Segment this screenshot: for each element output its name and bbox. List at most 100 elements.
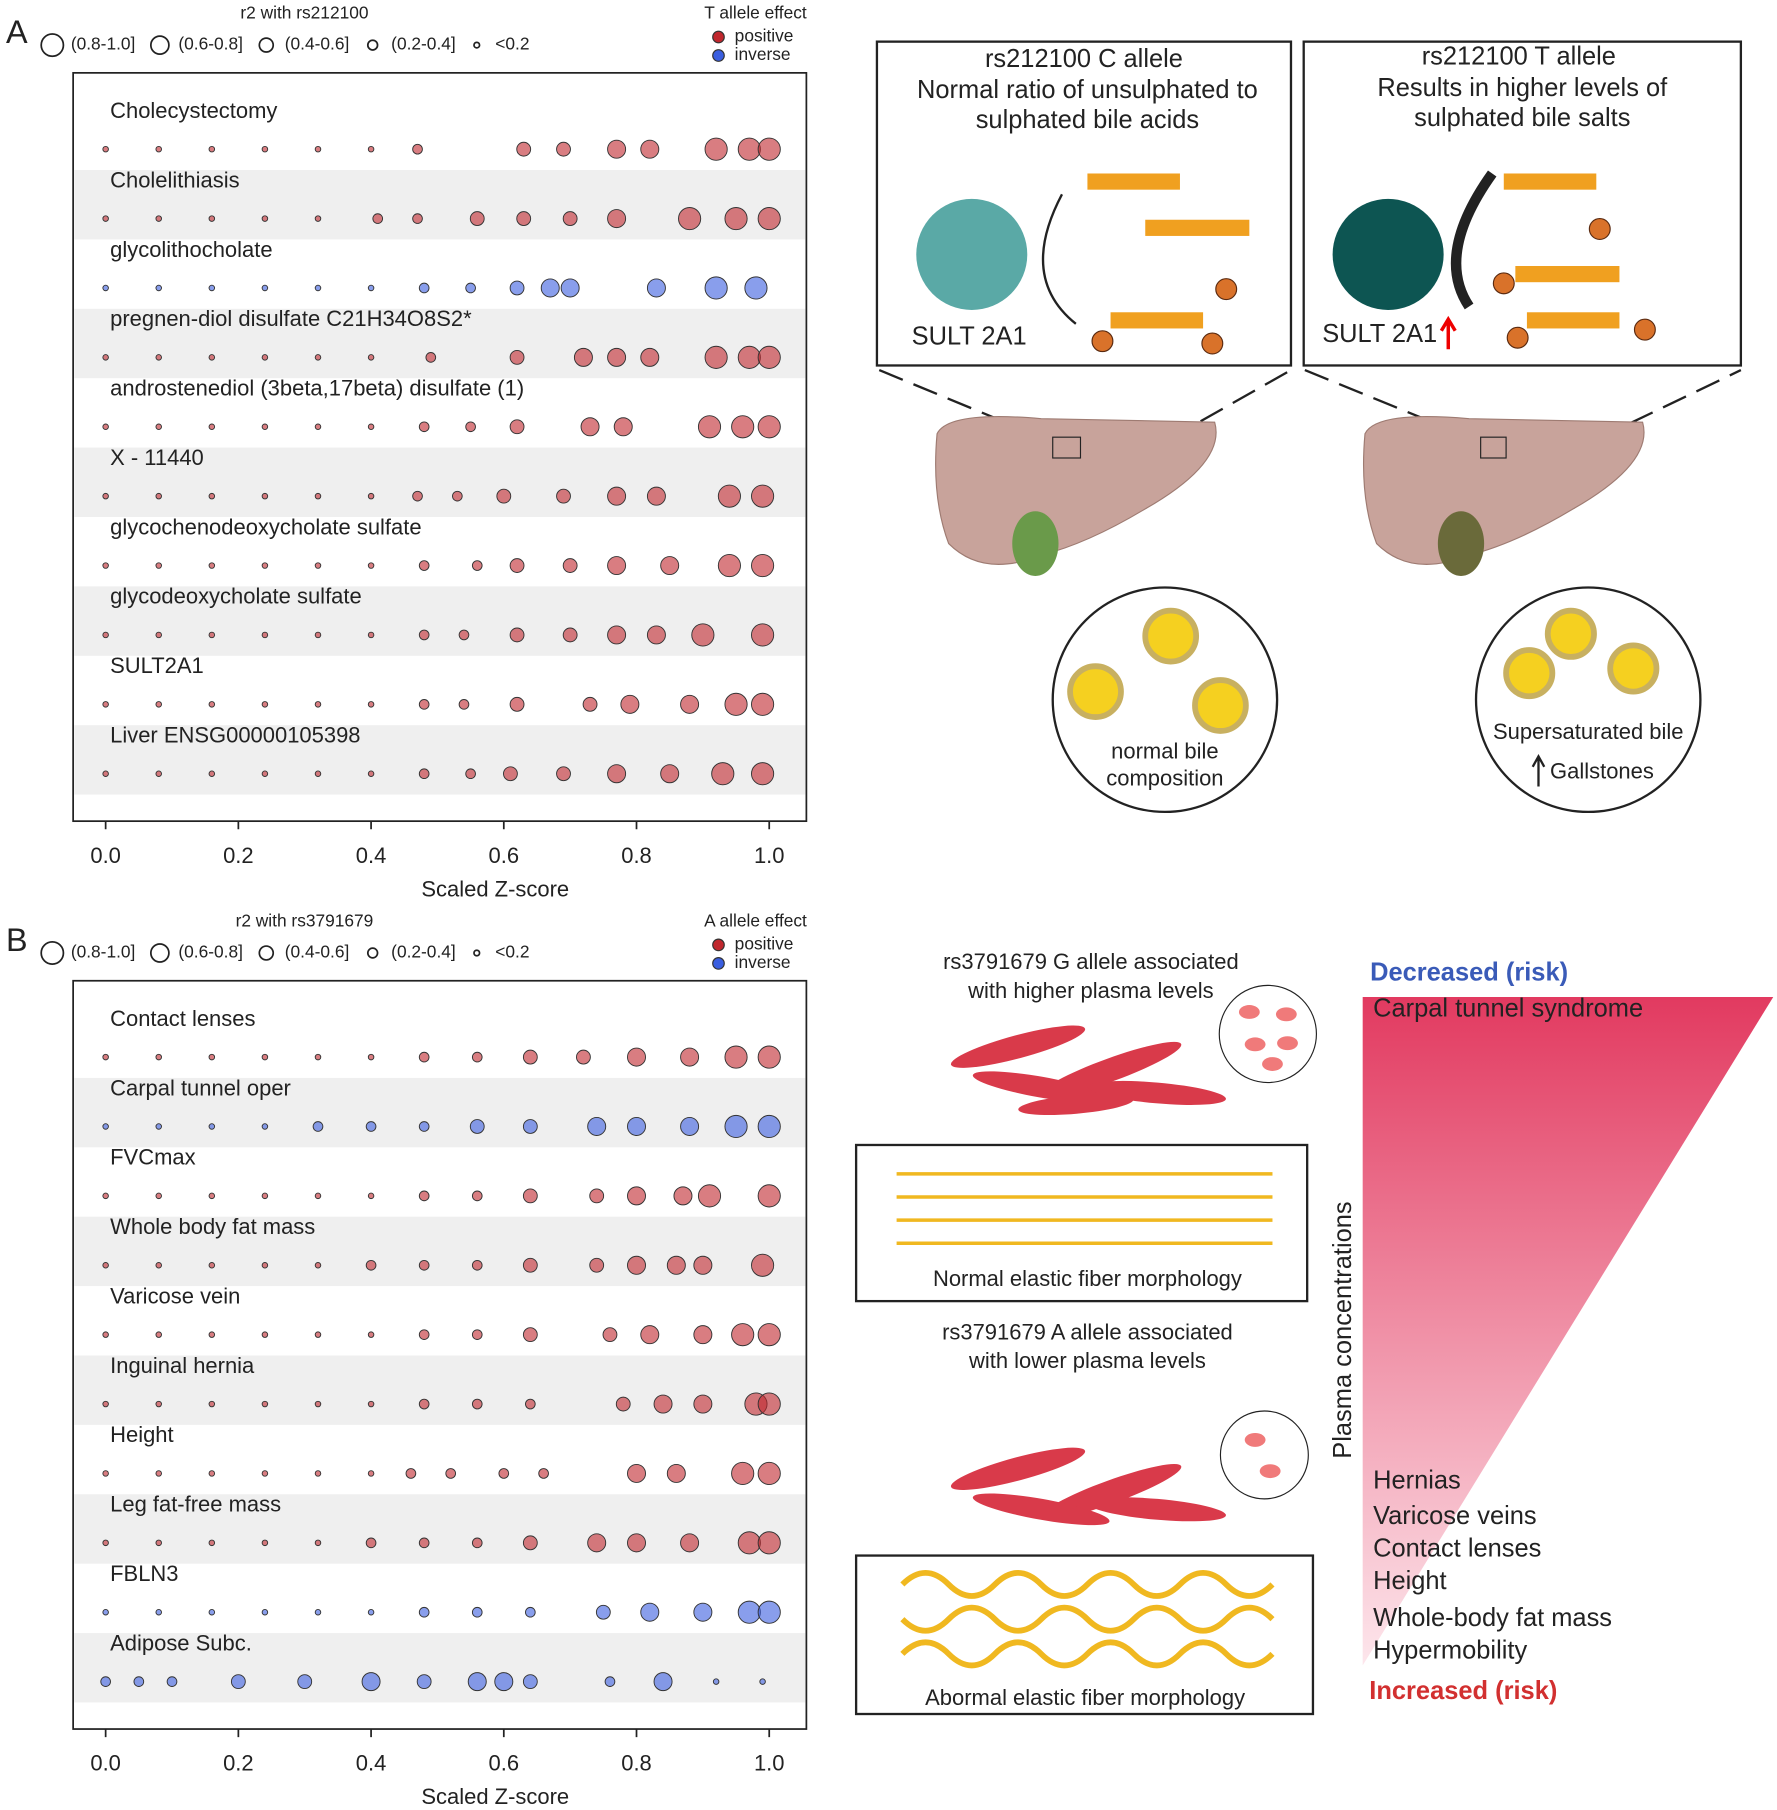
point — [607, 209, 627, 229]
point — [155, 1123, 162, 1130]
point — [525, 1606, 536, 1618]
point — [640, 1325, 660, 1345]
legend-label: (0.6-0.8] — [178, 942, 243, 962]
point — [712, 1678, 720, 1685]
row-label: X - 11440 — [110, 445, 204, 470]
point — [615, 1396, 631, 1412]
point — [367, 1400, 375, 1408]
point — [297, 1674, 313, 1690]
legend-label: positive — [735, 26, 794, 46]
caption: Hypermobility — [1373, 1636, 1527, 1664]
row-label: Carpal tunnel oper — [110, 1075, 291, 1100]
point — [412, 213, 423, 224]
point — [100, 1676, 111, 1687]
point — [556, 141, 571, 157]
point — [522, 1188, 538, 1204]
point — [587, 1533, 607, 1553]
point — [102, 284, 109, 292]
point — [498, 1468, 510, 1479]
point — [458, 699, 470, 710]
panel-label: A — [6, 14, 28, 50]
row-label: Adipose Subc. — [110, 1630, 252, 1655]
point — [494, 1672, 514, 1692]
point — [666, 1255, 686, 1275]
point — [576, 1049, 591, 1065]
point — [261, 1192, 269, 1200]
point — [757, 1323, 781, 1347]
up-arrow — [1531, 754, 1546, 787]
row-label: glycochenodeoxycholate sulfate — [110, 514, 421, 539]
point — [155, 423, 162, 431]
point — [102, 1331, 109, 1338]
caption: Decreased (risk) — [1370, 959, 1568, 987]
point — [418, 1051, 430, 1063]
enzyme-icon — [916, 198, 1028, 310]
x-tick-label: 0.0 — [90, 843, 121, 868]
point — [155, 1053, 162, 1061]
point — [416, 1674, 432, 1690]
point — [412, 143, 423, 155]
point — [509, 419, 525, 435]
zoom-circle — [1219, 1410, 1309, 1500]
point — [525, 1398, 536, 1410]
point — [314, 562, 322, 569]
point — [367, 423, 375, 431]
row-label: Cholecystectomy — [110, 98, 277, 123]
point — [155, 1400, 162, 1408]
x-tick-label: 1.0 — [754, 843, 785, 868]
x-tick-label: 0.0 — [90, 1751, 121, 1776]
point — [208, 1123, 216, 1130]
legend-size — [366, 39, 379, 51]
point — [509, 627, 525, 643]
point — [680, 1533, 700, 1553]
caption: Whole-body fat mass — [1373, 1604, 1612, 1632]
point — [418, 1329, 430, 1340]
caption: with higher plasma levels — [967, 978, 1213, 1003]
point — [627, 1255, 646, 1275]
point — [155, 1608, 162, 1616]
point — [412, 490, 423, 502]
point — [620, 694, 640, 714]
box — [854, 1143, 1309, 1303]
point — [367, 631, 375, 639]
point — [102, 562, 109, 569]
point — [418, 1190, 430, 1202]
point — [693, 1255, 713, 1275]
caption: sulphated bile acids — [976, 106, 1199, 134]
point — [102, 1262, 109, 1269]
point — [562, 558, 578, 573]
point — [680, 1116, 700, 1136]
point — [465, 282, 476, 294]
legend-label: (0.6-0.8] — [178, 34, 243, 54]
point — [314, 145, 322, 153]
x-tick-label: 0.4 — [356, 1751, 387, 1776]
caption: Abormal elastic fiber morphology — [925, 1685, 1245, 1710]
point — [102, 1192, 109, 1200]
legend-size — [149, 943, 170, 963]
point — [757, 207, 781, 231]
point — [759, 1678, 766, 1685]
row-band — [74, 1633, 806, 1703]
point — [208, 1192, 216, 1200]
point — [595, 1604, 611, 1620]
row-label: Height — [110, 1422, 174, 1447]
point — [582, 696, 598, 712]
point — [607, 139, 627, 159]
point — [418, 282, 430, 294]
point — [627, 1116, 646, 1136]
row-label: androstenediol (3beta,17beta) disulfate … — [110, 376, 524, 401]
point — [496, 488, 512, 504]
zoom-lines — [878, 369, 1742, 441]
fibers — [896, 1172, 1273, 1246]
point — [155, 770, 162, 777]
legend-label: (0.4-0.6] — [285, 942, 350, 962]
point — [653, 1672, 673, 1692]
point — [471, 1606, 483, 1618]
point — [744, 276, 768, 300]
point — [314, 1053, 322, 1061]
point — [509, 696, 525, 712]
legend-label: inverse — [735, 44, 791, 64]
point — [465, 421, 476, 433]
row-label: Varicose vein — [110, 1283, 240, 1308]
